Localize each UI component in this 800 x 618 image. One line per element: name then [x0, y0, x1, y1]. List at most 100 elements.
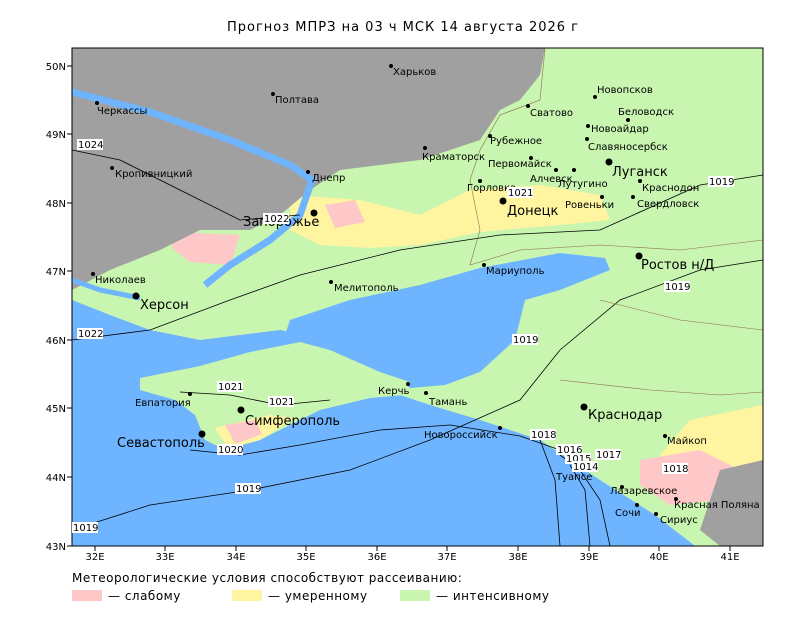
isobar-label: 1021: [269, 397, 294, 408]
city-label: Лазаревское: [610, 486, 677, 497]
isobar-label: 1014: [573, 462, 598, 473]
isobar-label-bg: [595, 449, 621, 460]
city-dot: [424, 391, 428, 395]
isobar-label: 1021: [508, 188, 533, 199]
isobar-label-bg: [77, 139, 103, 150]
weak-zone: [325, 200, 365, 228]
city-dot: [626, 118, 630, 122]
city-label: Беловодск: [618, 107, 674, 118]
isobar-label-bg: [572, 461, 598, 472]
isobar-label: 1020: [218, 445, 243, 456]
lon-label: 40E: [649, 552, 668, 563]
lon-label: 35E: [296, 552, 315, 563]
city-label: Ростов н/Д: [641, 258, 714, 273]
city-dot: [406, 382, 410, 386]
city-label: Новоайдар: [591, 124, 649, 135]
lat-label: 44N: [46, 473, 66, 484]
city-label: Майкоп: [667, 436, 707, 447]
city-dot: [635, 252, 643, 260]
lat-label: 49N: [46, 130, 66, 141]
city-dot: [586, 124, 590, 128]
isobar-label: 1018: [663, 464, 688, 475]
city-dot: [663, 434, 667, 438]
outside-area: [72, 48, 545, 290]
labels: 50N 49N 48N 47N 46N 45N 44N 43N 32E 33E 34E 35E 36E 3…: [46, 62, 760, 563]
lon-label: 32E: [85, 552, 104, 563]
city-dot: [306, 170, 310, 174]
city-dot: [237, 406, 245, 414]
dnieper: [71, 88, 317, 288]
city-dot: [198, 430, 206, 438]
city-label: Мелитополь: [334, 283, 399, 294]
isobar-label: 1021: [218, 382, 243, 393]
city-label: Днепр: [312, 173, 345, 184]
legend-swatch: [400, 590, 430, 601]
isobar-label-bg: [662, 463, 688, 474]
outside-area: [700, 460, 763, 546]
legend-item: — интенсивному: [436, 589, 550, 603]
isobar-label: 1017: [596, 450, 621, 461]
lon-label: 34E: [226, 552, 245, 563]
city-label: Харьков: [393, 67, 436, 78]
city-label: Первомайск: [488, 159, 552, 170]
legend: Метеорологические условия способствуют р…: [72, 571, 550, 603]
city-label: Луганск: [612, 165, 668, 180]
city-dot: [554, 168, 558, 172]
lat-label: 43N: [46, 542, 66, 553]
lon-label: 41E: [720, 552, 739, 563]
city-dot: [605, 158, 613, 166]
city-dot: [310, 209, 318, 217]
legend-item: — умеренному: [268, 589, 368, 603]
isobar-label-bg: [268, 396, 294, 407]
legend-swatch: [232, 590, 262, 601]
map-area: [71, 47, 764, 547]
isobar-label-bg: [507, 187, 533, 198]
lat-label: 47N: [46, 267, 66, 278]
isobar-label: 1015: [566, 454, 591, 465]
isobar-label: 1019: [665, 282, 690, 293]
city-label: Краснодар: [588, 408, 662, 423]
lat-label: 45N: [46, 404, 66, 415]
lon-label: 37E: [437, 552, 456, 563]
city-dot: [389, 64, 393, 68]
isobar-label-bg: [512, 334, 538, 345]
city-label: Херсон: [140, 298, 189, 313]
isobar-label: 1016: [557, 445, 582, 456]
city-label: Керчь: [378, 386, 410, 397]
city-dot: [526, 104, 530, 108]
borders: [469, 47, 764, 396]
city-label: Рубежное: [490, 136, 542, 147]
isobar-label-bg: [565, 453, 591, 464]
lat-label: 46N: [46, 336, 66, 347]
city-dot: [631, 195, 635, 199]
city-label: Донецк: [507, 204, 558, 219]
city-dot: [620, 485, 624, 489]
city-label: Сочи: [615, 508, 641, 519]
city-dot: [498, 426, 502, 430]
lon-label: 39E: [579, 552, 598, 563]
isobar-label-bg: [217, 444, 243, 455]
city-label: Сватово: [530, 108, 573, 119]
city-dot: [271, 92, 275, 96]
city-dot: [635, 503, 639, 507]
city-dot: [572, 168, 576, 172]
weak-zone: [172, 232, 240, 265]
city-label: Славяносербск: [588, 142, 668, 153]
city-label: Свердловск: [637, 199, 699, 210]
city-label: Краснодон: [642, 183, 699, 194]
city-dot: [654, 512, 658, 516]
city-label: Красная Поляна: [674, 500, 760, 511]
lon-label: 36E: [367, 552, 386, 563]
legend-heading: Метеорологические условия способствуют р…: [72, 571, 462, 585]
city-dot: [329, 280, 333, 284]
azov-sea: [280, 253, 610, 388]
city-label: Ровеньки: [565, 200, 614, 211]
city-dot: [132, 292, 140, 300]
isobar-label: 1019: [73, 523, 98, 534]
city-label: Николаев: [95, 275, 146, 286]
isobar-label-bg: [217, 381, 243, 392]
city-label: Симферополь: [245, 414, 340, 429]
city-dot: [638, 179, 642, 183]
lat-label: 50N: [46, 62, 66, 73]
